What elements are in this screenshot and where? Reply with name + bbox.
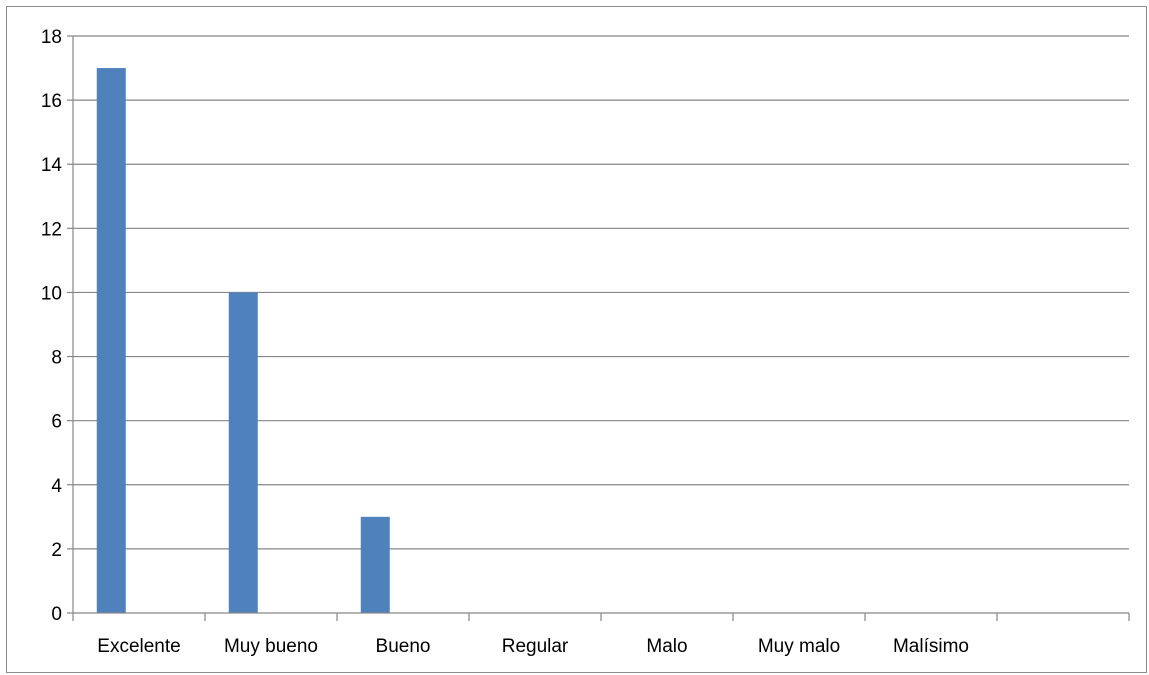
x-category-label: Malísimo [893,636,969,657]
y-tick-label: 8 [51,348,62,369]
bar-bueno [360,516,390,613]
y-tick-label: 12 [41,219,62,240]
x-category-label: Regular [502,636,569,657]
axes [67,35,1130,621]
bar-excelente [96,68,126,614]
y-tick-label: 14 [41,155,63,176]
y-tick-label: 18 [41,27,62,48]
chart-frame [6,6,1147,673]
y-tick-label: 4 [51,476,62,497]
x-category-label: Bueno [376,636,431,657]
x-category-label: Excelente [97,636,180,657]
x-category-label: Malo [646,636,687,657]
y-tick-label: 10 [41,283,62,304]
x-category-label: Muy bueno [224,636,318,657]
axis-labels: 0 2 4 6 8 10 12 14 16 18 Excelente Muy bueno Bueno Re… [41,27,969,657]
x-category-label: Muy malo [758,636,840,657]
y-tick-label: 2 [51,540,62,561]
bars [96,68,390,614]
y-tick-label: 0 [51,604,62,625]
bar-muy-bueno [228,292,258,613]
y-tick-label: 6 [51,412,62,433]
y-tick-label: 16 [41,91,62,112]
